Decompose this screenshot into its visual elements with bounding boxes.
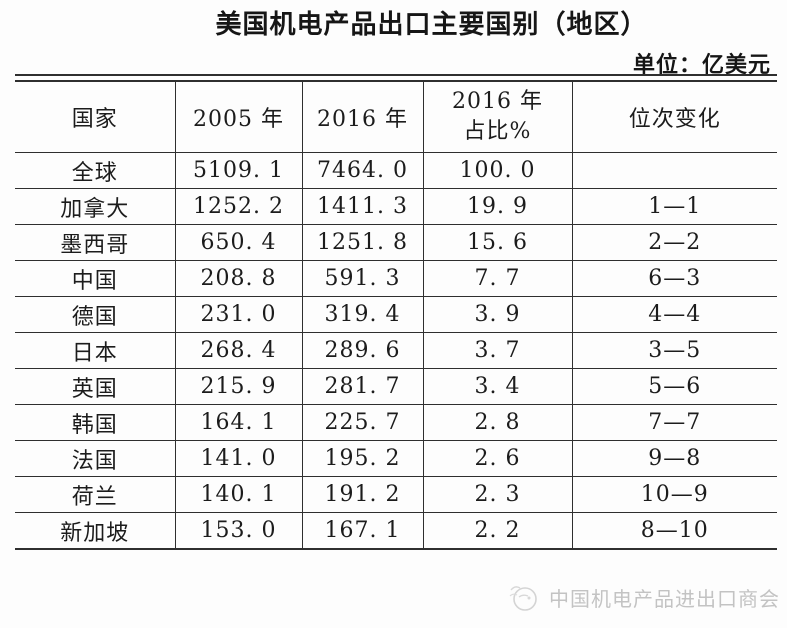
cell-country: 日本 bbox=[15, 332, 176, 369]
cell-country: 中国 bbox=[15, 260, 176, 297]
cell-rank-change: 8—10 bbox=[572, 512, 777, 550]
col-header-share: 2016 年占比% bbox=[423, 82, 573, 153]
cell-2016: 1411. 3 bbox=[302, 188, 424, 225]
cell-2016: 591. 3 bbox=[302, 260, 424, 297]
cell-share: 19. 9 bbox=[423, 188, 573, 225]
cell-share: 3. 9 bbox=[423, 296, 573, 333]
cell-2005: 5109. 1 bbox=[175, 152, 303, 189]
cell-country: 韩国 bbox=[15, 404, 176, 441]
cell-2016: 1251. 8 bbox=[302, 224, 424, 261]
col-header-rank-change: 位次变化 bbox=[572, 82, 777, 153]
cell-2005: 268. 4 bbox=[175, 332, 303, 369]
cell-rank-change bbox=[572, 152, 777, 189]
table-top-double-border bbox=[15, 74, 777, 82]
cell-2016: 195. 2 bbox=[302, 440, 424, 477]
col-header-2005: 2005 年 bbox=[175, 82, 303, 153]
cell-2016: 225. 7 bbox=[302, 404, 424, 441]
col-header-country: 国家 bbox=[15, 82, 176, 153]
cell-rank-change: 4—4 bbox=[572, 296, 777, 333]
cell-rank-change: 5—6 bbox=[572, 368, 777, 405]
cell-2016: 191. 2 bbox=[302, 476, 424, 513]
cell-rank-change: 9—8 bbox=[572, 440, 777, 477]
export-data-table: 国家 2005 年 2016 年 2016 年占比% 位次变化 全球 5109.… bbox=[15, 82, 777, 550]
table-row: 日本 268. 4 289. 6 3. 7 3—5 bbox=[15, 332, 777, 369]
cell-2016: 7464. 0 bbox=[302, 152, 424, 189]
cell-country: 加拿大 bbox=[15, 188, 176, 225]
table-row: 全球 5109. 1 7464. 0 100. 0 bbox=[15, 152, 777, 189]
cell-2005: 650. 4 bbox=[175, 224, 303, 261]
cell-country: 新加坡 bbox=[15, 512, 176, 550]
cell-2005: 208. 8 bbox=[175, 260, 303, 297]
cell-share: 15. 6 bbox=[423, 224, 573, 261]
cell-country: 德国 bbox=[15, 296, 176, 333]
cell-2005: 231. 0 bbox=[175, 296, 303, 333]
cell-2005: 215. 9 bbox=[175, 368, 303, 405]
cell-country: 荷兰 bbox=[15, 476, 176, 513]
cell-2005: 140. 1 bbox=[175, 476, 303, 513]
table-row: 墨西哥 650. 4 1251. 8 15. 6 2—2 bbox=[15, 224, 777, 261]
col-header-share-line1: 2016 年 bbox=[452, 89, 543, 114]
table-header-row: 国家 2005 年 2016 年 2016 年占比% 位次变化 bbox=[15, 82, 777, 153]
table-row: 中国 208. 8 591. 3 7. 7 6—3 bbox=[15, 260, 777, 297]
cell-rank-change: 3—5 bbox=[572, 332, 777, 369]
export-table: 国家 2005 年 2016 年 2016 年占比% 位次变化 全球 5109.… bbox=[15, 74, 777, 550]
cell-share: 2. 6 bbox=[423, 440, 573, 477]
table-row: 新加坡 153. 0 167. 1 2. 2 8—10 bbox=[15, 512, 777, 550]
source-watermark: 中国机电产品进出口商会 bbox=[506, 580, 780, 614]
cell-share: 3. 4 bbox=[423, 368, 573, 405]
cell-2016: 319. 4 bbox=[302, 296, 424, 333]
cell-2005: 141. 0 bbox=[175, 440, 303, 477]
table-row: 加拿大 1252. 2 1411. 3 19. 9 1—1 bbox=[15, 188, 777, 225]
cell-country: 全球 bbox=[15, 152, 176, 189]
cell-country: 英国 bbox=[15, 368, 176, 405]
source-text: 中国机电产品进出口商会 bbox=[549, 586, 780, 611]
cell-2005: 153. 0 bbox=[175, 512, 303, 550]
cell-rank-change: 7—7 bbox=[572, 404, 777, 441]
chamber-emblem-icon bbox=[509, 586, 537, 611]
cell-rank-change: 2—2 bbox=[572, 224, 777, 261]
cell-2016: 281. 7 bbox=[302, 368, 424, 405]
table-row: 荷兰 140. 1 191. 2 2. 3 10—9 bbox=[15, 476, 777, 513]
col-header-2016: 2016 年 bbox=[302, 82, 424, 153]
unit-label: 单位：亿美元 bbox=[632, 53, 771, 78]
cell-2005: 1252. 2 bbox=[175, 188, 303, 225]
cell-rank-change: 1—1 bbox=[572, 188, 777, 225]
table-row: 韩国 164. 1 225. 7 2. 8 7—7 bbox=[15, 404, 777, 441]
col-header-share-line2: 占比% bbox=[463, 119, 532, 144]
cell-share: 2. 3 bbox=[423, 476, 573, 513]
page-title: 美国机电产品出口主要国别（地区） bbox=[215, 10, 648, 40]
table-row: 英国 215. 9 281. 7 3. 4 5—6 bbox=[15, 368, 777, 405]
cell-country: 法国 bbox=[15, 440, 176, 477]
cell-share: 7. 7 bbox=[423, 260, 573, 297]
table-row: 德国 231. 0 319. 4 3. 9 4—4 bbox=[15, 296, 777, 333]
cell-2016: 289. 6 bbox=[302, 332, 424, 369]
cell-2005: 164. 1 bbox=[175, 404, 303, 441]
table-row: 法国 141. 0 195. 2 2. 6 9—8 bbox=[15, 440, 777, 477]
cell-rank-change: 10—9 bbox=[572, 476, 777, 513]
cell-share: 100. 0 bbox=[423, 152, 573, 189]
cell-share: 2. 8 bbox=[423, 404, 573, 441]
cell-share: 3. 7 bbox=[423, 332, 573, 369]
cell-share: 2. 2 bbox=[423, 512, 573, 550]
cell-2016: 167. 1 bbox=[302, 512, 424, 550]
cell-country: 墨西哥 bbox=[15, 224, 176, 261]
cell-rank-change: 6—3 bbox=[572, 260, 777, 297]
